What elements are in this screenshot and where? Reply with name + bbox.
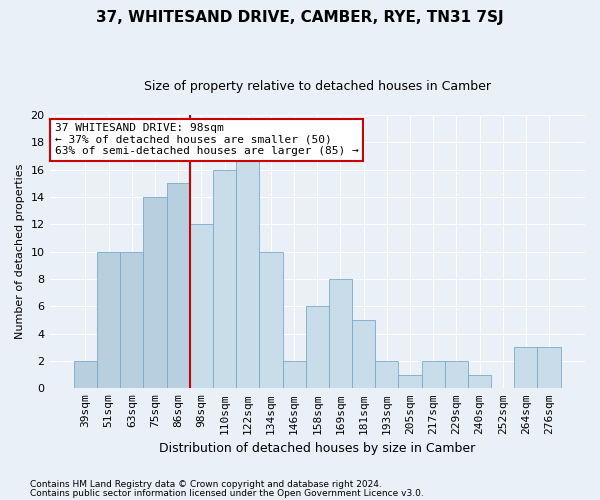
Bar (445, 361, 468, 388)
Text: 37 WHITESAND DRIVE: 98sqm
← 37% of detached houses are smaller (50)
63% of semi-: 37 WHITESAND DRIVE: 98sqm ← 37% of detac… (55, 123, 359, 156)
Title: Size of property relative to detached houses in Camber: Size of property relative to detached ho… (144, 80, 491, 93)
Bar (120, 252, 143, 388)
Bar (398, 374, 422, 388)
Bar (236, 156, 259, 388)
Bar (352, 320, 375, 388)
Bar (213, 170, 236, 388)
Bar (422, 361, 445, 388)
Bar (514, 348, 538, 389)
Bar (283, 361, 305, 388)
Bar (538, 348, 560, 389)
Y-axis label: Number of detached properties: Number of detached properties (15, 164, 25, 340)
Text: Contains public sector information licensed under the Open Government Licence v3: Contains public sector information licen… (30, 488, 424, 498)
Bar (329, 279, 352, 388)
X-axis label: Distribution of detached houses by size in Camber: Distribution of detached houses by size … (159, 442, 475, 455)
Bar (74, 361, 97, 388)
Bar (305, 306, 329, 388)
Text: 37, WHITESAND DRIVE, CAMBER, RYE, TN31 7SJ: 37, WHITESAND DRIVE, CAMBER, RYE, TN31 7… (96, 10, 504, 25)
Bar (468, 374, 491, 388)
Bar (259, 252, 283, 388)
Bar (143, 197, 167, 388)
Bar (375, 361, 398, 388)
Bar (97, 252, 120, 388)
Bar (167, 184, 190, 388)
Bar (190, 224, 213, 388)
Text: Contains HM Land Registry data © Crown copyright and database right 2024.: Contains HM Land Registry data © Crown c… (30, 480, 382, 489)
